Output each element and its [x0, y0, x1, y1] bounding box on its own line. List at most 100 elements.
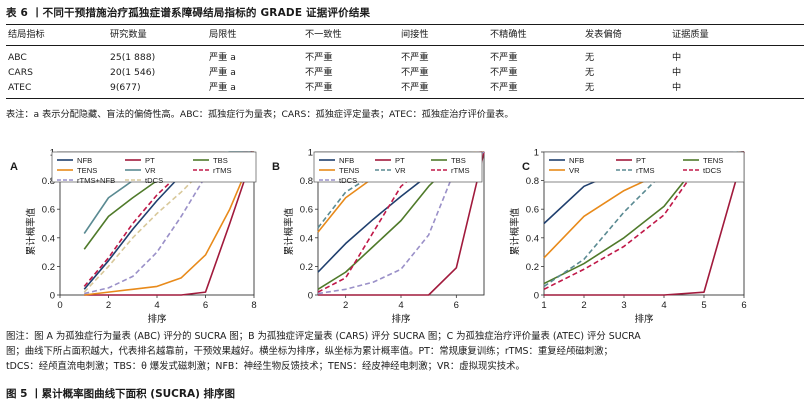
y-tick-label: 0.4 [526, 233, 539, 244]
y-tick-label: 0.8 [526, 176, 539, 187]
table-cell: 不严重 [305, 82, 333, 93]
table-header-cell: 研究数量 [110, 29, 147, 40]
series-line [317, 151, 485, 295]
x-tick-label: 4 [154, 300, 159, 311]
legend-label: TBS [451, 156, 466, 165]
table-cell: 9(677) [110, 82, 141, 93]
legend-box [51, 151, 257, 183]
panel-label: B [272, 161, 280, 173]
y-tick-label: 0 [50, 291, 55, 302]
series-line [318, 151, 485, 296]
y-tick-label: 1 [534, 148, 539, 159]
y-tick-label: 0.2 [42, 262, 55, 273]
table-cell: 严重 a [209, 82, 236, 93]
table-title: 表 6 丨不同干预措施治疗孤独症谱系障碍结局指标的 GRADE 证据评价结果 [6, 7, 371, 19]
table-cell: 无 [585, 67, 595, 78]
y-axis-label: 累计概率值 [283, 207, 295, 255]
x-axis-label: 排序 [391, 313, 411, 325]
panel-label: C [522, 161, 530, 173]
table-header-cell: 不精确性 [490, 29, 527, 40]
y-tick-label: 0.6 [42, 205, 55, 216]
legend-label: tDCS [339, 176, 357, 185]
table-bottom-rule [6, 98, 804, 100]
figure-title: 图 5 丨累计概率图曲线下面积 (SUCRA) 排序图 [6, 388, 236, 400]
series-line [84, 151, 255, 296]
y-tick-label: 0.6 [526, 205, 539, 216]
x-tick-label: 2 [343, 300, 348, 311]
table-header-cell: 间接性 [401, 29, 429, 40]
table-cell: 严重 a [209, 67, 236, 78]
table-cell: 不严重 [490, 52, 518, 63]
table-cell: 不严重 [305, 52, 333, 63]
x-tick-label: 4 [661, 300, 666, 311]
legend-label: TENS [77, 166, 97, 175]
y-tick-label: 0 [534, 291, 539, 302]
x-tick-label: 8 [251, 300, 256, 311]
y-tick-label: 0 [308, 291, 313, 302]
legend-label: PT [636, 156, 646, 165]
table-cell: 不严重 [401, 67, 429, 78]
legend-label: PT [395, 156, 405, 165]
series-line [544, 151, 745, 296]
table-cell: 不严重 [401, 52, 429, 63]
series-line [83, 151, 255, 287]
table-cell: 不严重 [305, 67, 333, 78]
legend-label: TENS [703, 156, 723, 165]
legend-label: rTMS [213, 166, 232, 175]
table-cell: 严重 a [209, 52, 236, 63]
table-cell: ATEC [8, 82, 32, 93]
y-tick-label: 0.8 [300, 176, 313, 187]
table-cell: ABC [8, 52, 27, 63]
table-cell: 不严重 [490, 82, 518, 93]
table-cell: 不严重 [401, 82, 429, 93]
legend-label: PT [145, 156, 155, 165]
x-tick-label: 4 [398, 300, 403, 311]
table-cell: 25(1 888) [110, 52, 156, 63]
x-tick-label: 2 [581, 300, 586, 311]
table-header-cell: 发表偏倚 [585, 29, 622, 40]
x-tick-label: 5 [701, 300, 706, 311]
table-top-rule [6, 24, 804, 26]
table-header-cell: 局限性 [209, 29, 237, 40]
x-tick-label: 3 [621, 300, 626, 311]
y-axis-label: 累计概率值 [25, 207, 37, 255]
y-tick-label: 0.6 [300, 205, 313, 216]
table-cell: 20(1 546) [110, 67, 156, 78]
legend-box [313, 151, 483, 183]
x-axis-label: 排序 [634, 313, 654, 325]
table-cell: 无 [585, 52, 595, 63]
table-header-cell: 结局指标 [8, 29, 45, 40]
y-tick-label: 0.2 [526, 262, 539, 273]
legend-label: rTMS [636, 166, 655, 175]
y-axis-label: 累计概率值 [509, 207, 521, 255]
y-tick-label: 0.4 [300, 233, 313, 244]
legend-label: TBS [213, 156, 228, 165]
figure-caption-line: tDCS：经颅直流电刺激；TBS：θ 爆发式磁刺激；NFB：神经生物反馈技术；T… [6, 361, 525, 372]
legend-label: VR [569, 166, 580, 175]
legend-label: tDCS [703, 166, 721, 175]
table-note: 表注：a 表示分配隐藏、盲法的偏倚性高。ABC：孤独症行为量表；CARS：孤独症… [6, 109, 514, 120]
series-line [84, 151, 255, 296]
x-axis-label: 排序 [147, 313, 167, 325]
legend-label: NFB [569, 156, 584, 165]
x-tick-label: 6 [203, 300, 208, 311]
sucra-chart-c: C 0 0.2 0.4 0.6 0.8 1 1 2 3 4 5 6 排序 累计概率值 NFB PT TENS VR r… [509, 148, 747, 326]
y-tick-label: 1 [308, 148, 313, 159]
legend-box [543, 151, 745, 183]
sucra-chart-b: B 0 0.2 0.4 0.6 0.8 1 2 4 6 排序 累计概率值 NFB PT TBS TENS VR r… [272, 148, 485, 325]
sucra-chart-a: A00.20.40.60.8102468排序累计概率值NFBPTTBSTENSV… [10, 148, 257, 326]
table-cell: 中 [672, 52, 682, 63]
table-cell: 中 [672, 67, 682, 78]
legend-label: tDCS [145, 176, 163, 185]
table-cell: CARS [8, 67, 33, 78]
legend-label: NFB [77, 156, 92, 165]
table-cell: 不严重 [490, 67, 518, 78]
x-tick-label: 0 [57, 300, 62, 311]
x-tick-label: 6 [454, 300, 459, 311]
table-cell: 中 [672, 82, 682, 93]
table-header-cell: 不一致性 [305, 29, 342, 40]
legend-label: VR [395, 166, 406, 175]
x-tick-label: 2 [106, 300, 111, 311]
figure-caption-line: 图注：图 A 为孤独症行为量表 (ABC) 评分的 SUCRA 图；B 为孤独症… [6, 331, 641, 342]
legend-label: NFB [339, 156, 354, 165]
